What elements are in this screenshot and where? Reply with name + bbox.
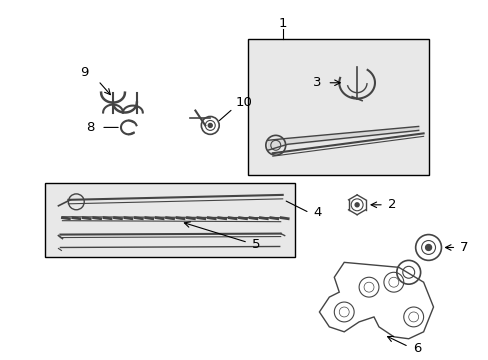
Text: 4: 4 (313, 206, 321, 219)
Text: 2: 2 (387, 198, 396, 211)
Bar (44, 183, 294, 257)
Circle shape (425, 244, 431, 251)
Circle shape (354, 203, 358, 207)
Text: 3: 3 (312, 76, 321, 89)
Text: 10: 10 (235, 96, 251, 109)
Text: 7: 7 (459, 241, 468, 254)
Bar (247, 39, 427, 175)
Text: 9: 9 (80, 66, 88, 79)
Text: 6: 6 (412, 342, 420, 355)
Text: 8: 8 (85, 121, 94, 134)
Circle shape (208, 123, 212, 127)
Text: 1: 1 (278, 17, 286, 30)
Text: 5: 5 (251, 238, 260, 251)
